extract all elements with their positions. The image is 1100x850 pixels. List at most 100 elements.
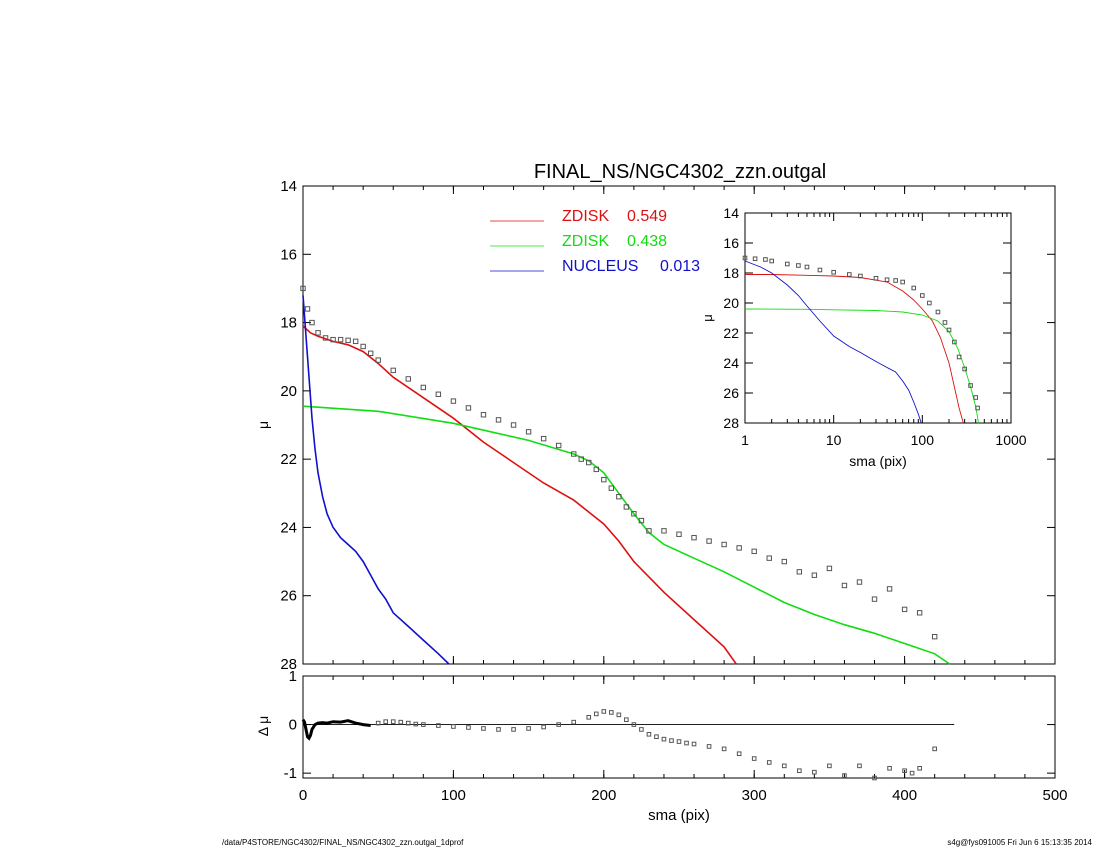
main-y-axis-label: μ	[255, 421, 271, 429]
data-point	[902, 768, 907, 774]
residual-inner-curve	[301, 718, 371, 741]
data-point	[571, 719, 577, 725]
data-point	[390, 719, 396, 724]
data-point	[578, 456, 584, 462]
data-point	[435, 391, 442, 397]
x-tick-label: 100	[911, 432, 935, 448]
data-point	[706, 744, 712, 749]
data-point	[812, 769, 817, 775]
data-point	[375, 357, 381, 363]
data-point	[901, 606, 908, 613]
data-point	[540, 435, 547, 442]
inset-x-axis-label: sma (pix)	[849, 453, 907, 469]
data-point	[300, 285, 306, 292]
data-point	[975, 405, 980, 411]
data-point	[586, 714, 592, 720]
y-tick-label: 22	[723, 325, 739, 341]
data-point	[526, 726, 531, 731]
data-point	[752, 256, 758, 262]
data-point	[623, 504, 630, 510]
data-point	[826, 565, 833, 572]
data-point	[450, 398, 457, 404]
data-point	[751, 548, 757, 555]
data-point	[451, 724, 456, 729]
data-point	[831, 269, 836, 275]
data-point	[916, 610, 923, 616]
x-tick-label: 500	[1042, 787, 1067, 804]
y-tick-label: 14	[723, 205, 739, 221]
y-tick-label: 20	[280, 383, 297, 400]
data-point	[367, 350, 374, 357]
data-point	[398, 719, 404, 725]
data-point	[781, 558, 787, 565]
data-point	[669, 738, 674, 743]
data-point	[309, 319, 315, 326]
series-line-zdisk1	[302, 325, 737, 665]
data-point	[405, 720, 411, 726]
data-point	[887, 765, 892, 771]
legend-value-zdisk1: 0.549	[627, 208, 667, 225]
inset-plot-frame	[744, 212, 1012, 424]
data-point	[421, 722, 426, 727]
data-point	[495, 417, 502, 423]
data-point	[691, 534, 697, 541]
data-point	[932, 746, 937, 752]
y-tick-label: 22	[280, 451, 297, 468]
chart-title: FINAL_NS/NGC4302_zzn.outgal	[534, 161, 826, 183]
legend-label-zdisk1: ZDISK	[562, 208, 609, 225]
data-point	[480, 412, 487, 418]
footer-timestamp: s4g@fys091005 Fri Jun 6 15:13:35 2014	[947, 838, 1092, 847]
data-point	[817, 267, 823, 273]
data-point	[315, 330, 321, 336]
data-point	[920, 293, 925, 298]
residual-x-axis-label: sma (pix)	[648, 807, 710, 824]
data-point	[811, 572, 818, 578]
data-point	[769, 258, 774, 264]
series-line-nucleus	[302, 295, 450, 665]
data-point	[872, 775, 877, 781]
data-point	[304, 306, 311, 312]
data-point	[511, 727, 516, 732]
x-tick-label: 1000	[995, 432, 1026, 448]
data-point	[337, 336, 344, 343]
y-tick-label: 16	[723, 235, 739, 251]
data-point	[886, 586, 893, 592]
data-point	[684, 740, 689, 746]
data-point	[884, 277, 890, 283]
data-point	[593, 466, 599, 473]
data-point	[858, 273, 863, 279]
footer-file-path: /data/P4STORE/NGC4302/FINAL_NS/NGC4302_z…	[222, 838, 464, 847]
y-tick-label: 24	[723, 355, 739, 371]
data-point	[345, 337, 351, 344]
data-point	[661, 736, 667, 742]
data-point	[383, 719, 389, 724]
data-point	[841, 582, 848, 589]
residual-y-axis-label: Δ μ	[255, 716, 271, 737]
data-point	[601, 709, 607, 714]
inset-log-profile-plot: 14 16 18 20 22 24 26 281 10 100 1000 sma (pix) μ	[700, 205, 1027, 469]
data-point	[436, 723, 441, 728]
data-point	[931, 633, 938, 640]
data-point	[661, 528, 667, 534]
data-point	[796, 263, 801, 268]
data-point	[927, 300, 932, 306]
x-tick-label: 200	[591, 787, 616, 804]
data-point	[624, 717, 629, 723]
data-point	[893, 278, 898, 283]
series-line-zdisk1	[745, 274, 964, 424]
data-point	[781, 763, 787, 769]
data-point	[846, 272, 852, 277]
data-point	[510, 422, 517, 428]
data-point	[322, 335, 329, 341]
data-point	[571, 451, 577, 457]
y-tick-label: 14	[280, 178, 297, 195]
data-point	[601, 476, 607, 483]
data-point	[609, 710, 614, 715]
data-point	[935, 309, 941, 315]
series-line-nucleus	[744, 260, 922, 424]
data-point	[946, 327, 952, 333]
data-point	[646, 528, 652, 534]
data-point	[555, 442, 562, 449]
data-point	[405, 376, 411, 382]
